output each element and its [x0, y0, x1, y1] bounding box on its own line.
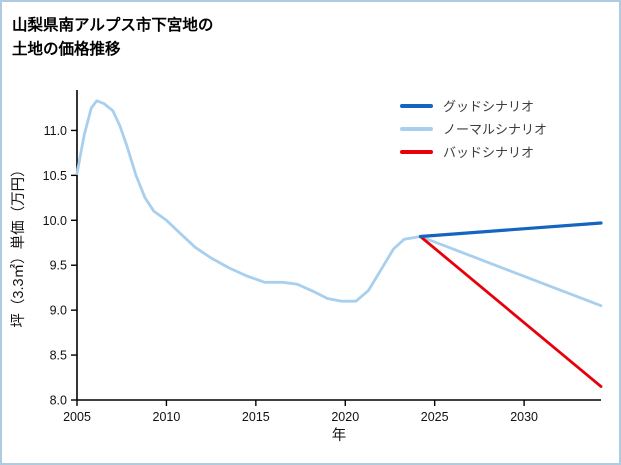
chart-legend: グッドシナリオ ノーマルシナリオ バッドシナリオ — [400, 94, 547, 163]
x-tick-label: 2015 — [242, 410, 270, 424]
y-axis-label: 坪（3.3㎡）単価（万円） — [10, 162, 27, 327]
y-tick-label: 9.5 — [50, 259, 67, 273]
y-tick-label: 10.5 — [43, 169, 67, 183]
y-tick-label: 8.5 — [50, 349, 67, 363]
x-tick-label: 2025 — [421, 410, 449, 424]
legend-label-bad-scenario: バッドシナリオ — [443, 145, 535, 160]
x-tick-label: 2020 — [331, 410, 359, 424]
legend-label-normal-scenario: ノーマルシナリオ — [443, 122, 548, 137]
chart-title-line2: 土地の価格推移 — [12, 41, 121, 59]
y-tick-label: 10.0 — [43, 214, 67, 228]
legend-swatch-normal-scenario — [400, 126, 433, 131]
series-line-good-scenario — [418, 221, 603, 239]
y-tick-label: 8.0 — [50, 394, 67, 408]
chart-title: 山梨県南アルプス市下宮地の 土地の価格推移 — [12, 14, 213, 62]
x-tick-label: 2030 — [510, 410, 538, 424]
legend-swatch-good-scenario — [400, 103, 433, 108]
legend-item-bad-scenario: バッドシナリオ — [400, 140, 547, 163]
x-tick-label: 2010 — [153, 410, 181, 424]
chart-title-line1: 山梨県南アルプス市下宮地の — [12, 17, 214, 34]
legend-swatch-bad-scenario — [400, 149, 433, 154]
y-tick-label: 9.0 — [50, 304, 67, 318]
legend-item-normal-scenario: ノーマルシナリオ — [400, 117, 547, 140]
x-axis-label: 年 — [332, 427, 347, 444]
x-tick-label: 2005 — [63, 410, 91, 424]
y-tick-label: 11.0 — [44, 124, 67, 138]
legend-label-good-scenario: グッドシナリオ — [443, 99, 535, 114]
series-line-bad-scenario — [418, 235, 603, 388]
series-line-normal-scenario — [75, 99, 603, 308]
legend-item-good-scenario: グッドシナリオ — [400, 94, 547, 117]
